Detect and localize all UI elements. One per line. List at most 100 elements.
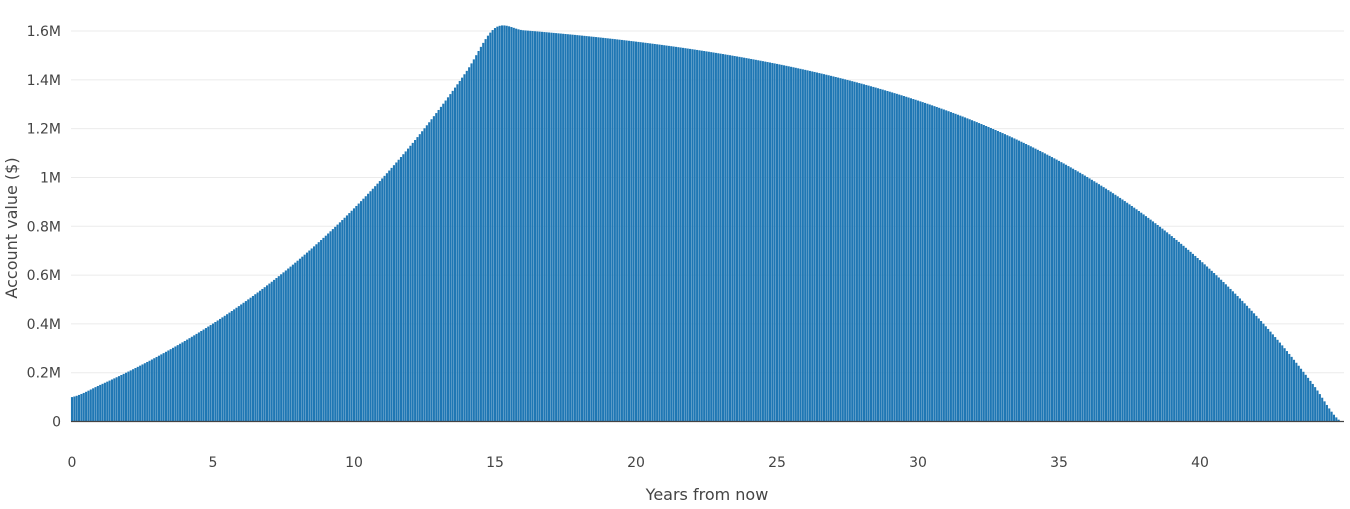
bar[interactable] xyxy=(961,116,964,422)
bar[interactable] xyxy=(381,178,384,422)
bar[interactable] xyxy=(1156,224,1159,422)
bar[interactable] xyxy=(369,191,372,422)
bar[interactable] xyxy=(773,63,776,422)
bar[interactable] xyxy=(1104,188,1108,422)
bar[interactable] xyxy=(1292,359,1296,422)
bar[interactable] xyxy=(1264,326,1267,422)
bar[interactable] xyxy=(289,266,292,422)
bar[interactable] xyxy=(1285,351,1288,422)
bar[interactable] xyxy=(1135,209,1138,422)
bar[interactable] xyxy=(811,71,814,422)
bar[interactable] xyxy=(966,118,969,422)
bar[interactable] xyxy=(317,242,320,422)
bar[interactable] xyxy=(1147,217,1150,422)
bar[interactable] xyxy=(254,294,257,422)
bar[interactable] xyxy=(1250,310,1253,422)
bar[interactable] xyxy=(1079,172,1082,422)
bar[interactable] xyxy=(197,332,200,422)
bar[interactable] xyxy=(548,32,551,422)
bar[interactable] xyxy=(1290,356,1293,422)
bar[interactable] xyxy=(1065,164,1068,422)
bar[interactable] xyxy=(848,80,851,422)
bar[interactable] xyxy=(646,43,649,422)
bar[interactable] xyxy=(219,318,222,422)
bar[interactable] xyxy=(602,37,605,422)
bar[interactable] xyxy=(397,159,400,422)
bar[interactable] xyxy=(1238,298,1241,422)
bar[interactable] xyxy=(451,90,454,422)
bar[interactable] xyxy=(1300,368,1303,422)
bar[interactable] xyxy=(1060,162,1063,422)
bar[interactable] xyxy=(545,32,548,422)
bar[interactable] xyxy=(632,41,635,422)
bar[interactable] xyxy=(895,93,898,422)
bar[interactable] xyxy=(862,84,865,422)
bar[interactable] xyxy=(693,49,696,422)
bar[interactable] xyxy=(1088,178,1091,422)
bar[interactable] xyxy=(764,61,767,422)
bar[interactable] xyxy=(461,77,464,422)
bar[interactable] xyxy=(522,30,525,422)
bar[interactable] xyxy=(352,208,356,422)
bar[interactable] xyxy=(921,102,924,422)
bar[interactable] xyxy=(888,91,891,422)
bar[interactable] xyxy=(717,53,720,422)
bar[interactable] xyxy=(780,64,783,422)
bar[interactable] xyxy=(552,32,555,422)
bar[interactable] xyxy=(592,36,595,422)
bar[interactable] xyxy=(627,40,630,422)
bar[interactable] xyxy=(491,30,494,422)
bar[interactable] xyxy=(538,31,541,422)
bar[interactable] xyxy=(150,359,153,422)
bar[interactable] xyxy=(1076,171,1079,422)
bar[interactable] xyxy=(1243,303,1246,422)
bar[interactable] xyxy=(348,213,351,422)
bar[interactable] xyxy=(1321,397,1324,422)
bar[interactable] xyxy=(1245,305,1249,422)
bar[interactable] xyxy=(263,287,266,422)
bar[interactable] xyxy=(442,103,445,422)
bar[interactable] xyxy=(754,59,757,422)
bar[interactable] xyxy=(1175,239,1178,422)
bar[interactable] xyxy=(872,86,875,422)
bar[interactable] xyxy=(1222,282,1225,422)
bar[interactable] xyxy=(70,397,74,422)
bar[interactable] xyxy=(1161,228,1164,422)
bar[interactable] xyxy=(360,201,363,422)
bar[interactable] xyxy=(240,304,243,422)
bar[interactable] xyxy=(367,193,370,422)
bar[interactable] xyxy=(818,73,821,422)
bar[interactable] xyxy=(745,58,748,422)
bar[interactable] xyxy=(1198,260,1202,422)
bar[interactable] xyxy=(1083,175,1086,422)
bar[interactable] xyxy=(815,72,818,422)
bar[interactable] xyxy=(489,32,492,422)
bar[interactable] xyxy=(1248,308,1251,422)
bar[interactable] xyxy=(1142,214,1145,422)
bar[interactable] xyxy=(266,285,269,422)
bar[interactable] xyxy=(505,25,508,422)
bar[interactable] xyxy=(96,385,99,422)
bar[interactable] xyxy=(587,36,591,422)
bar[interactable] xyxy=(1224,284,1227,422)
bar[interactable] xyxy=(792,67,795,422)
bar[interactable] xyxy=(388,170,391,422)
bar[interactable] xyxy=(531,31,534,422)
bar[interactable] xyxy=(1307,377,1310,422)
bar[interactable] xyxy=(1010,137,1014,422)
bar[interactable] xyxy=(670,46,673,422)
bar[interactable] xyxy=(1090,179,1093,422)
bar[interactable] xyxy=(209,325,212,422)
bar[interactable] xyxy=(853,81,856,422)
bar[interactable] xyxy=(1015,139,1018,422)
bar[interactable] xyxy=(933,106,936,422)
bar[interactable] xyxy=(496,26,499,422)
bar[interactable] xyxy=(301,256,304,422)
bar[interactable] xyxy=(651,43,654,422)
bar[interactable] xyxy=(775,63,779,422)
bar[interactable] xyxy=(954,113,957,422)
bar[interactable] xyxy=(1302,371,1305,422)
bar[interactable] xyxy=(1196,258,1199,422)
bar[interactable] xyxy=(181,342,184,422)
bar[interactable] xyxy=(294,262,297,422)
